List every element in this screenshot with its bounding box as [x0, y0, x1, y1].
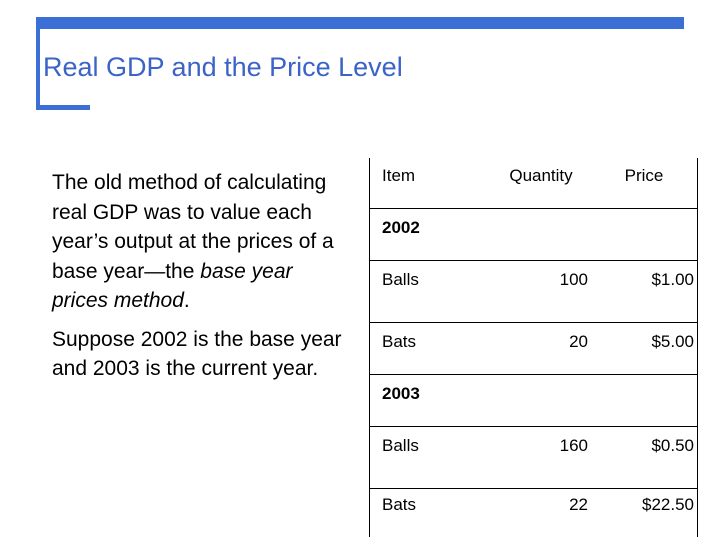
cell-quantity: 22 — [482, 488, 594, 537]
cell-price: $0.50 — [594, 426, 698, 489]
accent-bar-left — [36, 17, 40, 110]
year-row-2003: 2003 — [369, 374, 698, 427]
year-label-2002: 2002 — [369, 208, 698, 261]
cell-quantity: 20 — [482, 322, 594, 375]
table-row: Bats 20 $5.00 — [369, 322, 698, 375]
cell-item: Bats — [369, 488, 482, 537]
cell-quantity: 160 — [482, 426, 594, 489]
cell-item: Balls — [369, 426, 482, 489]
accent-bar-top — [36, 17, 684, 29]
body-intro: The old method of calculating real GDP w… — [52, 171, 334, 283]
year-label-2003: 2003 — [369, 374, 698, 427]
accent-bar-left-foot — [36, 105, 90, 110]
body-text: The old method of calculating real GDP w… — [52, 168, 352, 393]
cell-price: $22.50 — [594, 488, 698, 537]
body-paragraph-years: Suppose 2002 is the base year and 2003 i… — [52, 327, 342, 381]
slide-title: Real GDP and the Price Level — [43, 52, 403, 82]
year-row-2002: 2002 — [369, 208, 698, 261]
header-item: Item — [369, 158, 482, 209]
cell-price: $1.00 — [594, 260, 698, 323]
body-emphasis: base year prices method — [52, 259, 293, 313]
cell-price: $5.00 — [594, 322, 698, 375]
price-quantity-table: Item Quantity Price 2002 Balls 100 $1.00… — [369, 158, 698, 537]
body-paragraph-method: The old method of calculating real GDP w… — [52, 168, 352, 316]
table-row: Balls 100 $1.00 — [369, 260, 698, 323]
table-header-row: Item Quantity Price — [369, 158, 698, 209]
table-row: Bats 22 $22.50 — [369, 488, 698, 537]
table-row: Balls 160 $0.50 — [369, 426, 698, 489]
header-quantity: Quantity — [509, 166, 573, 185]
header-price: Price — [594, 158, 698, 209]
cell-item: Balls — [369, 260, 482, 323]
cell-item: Bats — [369, 322, 482, 375]
body-period: . — [183, 289, 190, 312]
cell-quantity: 100 — [482, 260, 594, 323]
